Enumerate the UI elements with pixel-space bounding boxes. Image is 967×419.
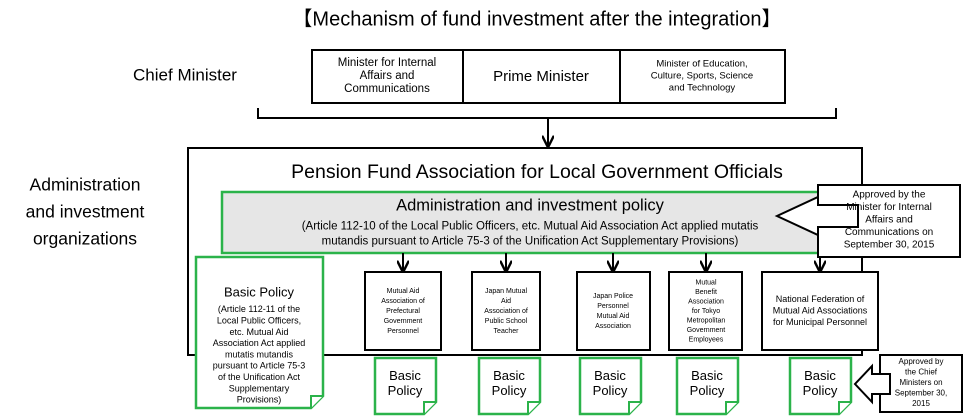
fold — [310, 395, 323, 408]
policy-text: (Article 112-10 of the Local Public Offi… — [302, 221, 759, 233]
approval-text: 2015 — [912, 399, 930, 408]
basic-policy: Policy — [388, 383, 423, 398]
approval-box — [879, 354, 963, 413]
org-name: Association of — [381, 298, 425, 305]
section-label: Chief Minister — [133, 65, 237, 84]
basic-policy: Basic — [493, 368, 525, 383]
minister: Minister for Internal — [338, 57, 436, 69]
org-name: for Tokyo — [692, 308, 720, 315]
org-name: Mutual Aid — [387, 288, 420, 295]
org-box — [576, 271, 651, 351]
approval-text: Ministers on — [899, 378, 942, 387]
basic-policy-text: of the Unification Act — [218, 372, 301, 382]
basic-policy-text: Association Act applied — [213, 338, 306, 348]
org-name: Mutual Aid — [597, 313, 630, 320]
basic-policy: Basic — [691, 368, 723, 383]
basic-policy-title: Basic Policy — [224, 284, 295, 299]
fold — [527, 401, 540, 414]
basic-policy-text: pursuant to Article 75-3 — [213, 361, 306, 371]
fold — [838, 401, 851, 414]
bracket — [257, 108, 837, 119]
org-name: Japan Mutual — [485, 288, 527, 295]
org-name: Public School — [485, 318, 528, 325]
org-name: Government — [384, 318, 423, 325]
fold — [423, 401, 436, 414]
org-name: for Municipal Personnel — [773, 317, 867, 327]
section-label: and investment — [26, 202, 145, 222]
approval-text: Affairs and — [865, 215, 913, 226]
org-name: Government — [687, 327, 726, 334]
basic-policy: Policy — [690, 383, 725, 398]
org-name: Mutual — [695, 279, 716, 286]
section-label: Administration — [30, 175, 141, 195]
minister: Communications — [344, 83, 430, 95]
org-name: National Federation of — [776, 294, 865, 304]
org-name: Benefit — [695, 289, 717, 296]
documents — [194, 255, 853, 416]
policy-title: Administration and investment policy — [396, 196, 665, 214]
org-box — [364, 271, 442, 351]
basic-policy-text: mutatis mutandis — [225, 349, 294, 359]
basic-policy: Basic — [389, 368, 421, 383]
policy-box — [220, 190, 840, 255]
org-name: Aid — [501, 298, 511, 305]
block-arrow — [853, 363, 891, 405]
org-name: Association — [595, 323, 631, 330]
basic-policy: Policy — [593, 383, 628, 398]
basic-policy-text: etc. Mutual Aid — [229, 327, 288, 337]
org-box — [668, 271, 743, 351]
policy-text: mutandis pursuant to Article 75-3 of the… — [322, 236, 739, 248]
title: 【Mechanism of fund investment after the … — [292, 8, 781, 30]
basic-policy-text: Local Public Officers, — [217, 315, 301, 325]
org-name: Personnel — [597, 303, 629, 310]
minister: Affairs and — [360, 70, 415, 82]
texts: 【Mechanism of fund investment after the … — [26, 8, 948, 408]
minister: Minister of Education, — [656, 59, 747, 70]
approval-text: Approved by — [899, 357, 944, 366]
basic-policy-text: Supplementary — [229, 383, 290, 393]
association-name: Pension Fund Association for Local Gover… — [291, 161, 783, 183]
org-box — [471, 271, 541, 351]
basic-policy: Basic — [804, 368, 836, 383]
minister: Culture, Sports, Science — [651, 71, 753, 82]
approval-text: Approved by the — [853, 190, 926, 201]
minister: Prime Minister — [493, 68, 589, 85]
org-name: Prefectural — [386, 308, 420, 315]
basic-policy: Basic — [594, 368, 626, 383]
block-arrow — [774, 195, 859, 237]
basic-policy: Policy — [492, 383, 527, 398]
org-name: Association — [688, 298, 724, 305]
org-name: Metropolitan — [687, 317, 726, 324]
approval-text: September 30, — [895, 389, 947, 398]
basic-policy-text: Provisions) — [237, 395, 282, 405]
fold — [628, 401, 641, 414]
section-label: organizations — [33, 229, 137, 249]
basic-policy: Policy — [803, 383, 838, 398]
approval-text: the Chief — [905, 368, 938, 377]
org-name: Teacher — [494, 328, 520, 335]
org-box — [761, 271, 879, 351]
org-name: Japan Police — [593, 293, 633, 300]
approval-text: Communications on — [845, 227, 933, 238]
basic-policy-text: (Article 112-11 of the — [218, 304, 300, 314]
org-name: Association of — [484, 308, 528, 315]
approval-text: Minister for Internal — [846, 202, 932, 213]
org-name: Employees — [689, 336, 724, 343]
fold — [725, 401, 738, 414]
minister-boxes — [311, 49, 786, 104]
minister: and Technology — [669, 83, 736, 94]
approval-text: September 30, 2015 — [844, 240, 935, 251]
org-name: Mutual Aid Associations — [773, 305, 868, 315]
org-name: Personnel — [387, 328, 419, 335]
